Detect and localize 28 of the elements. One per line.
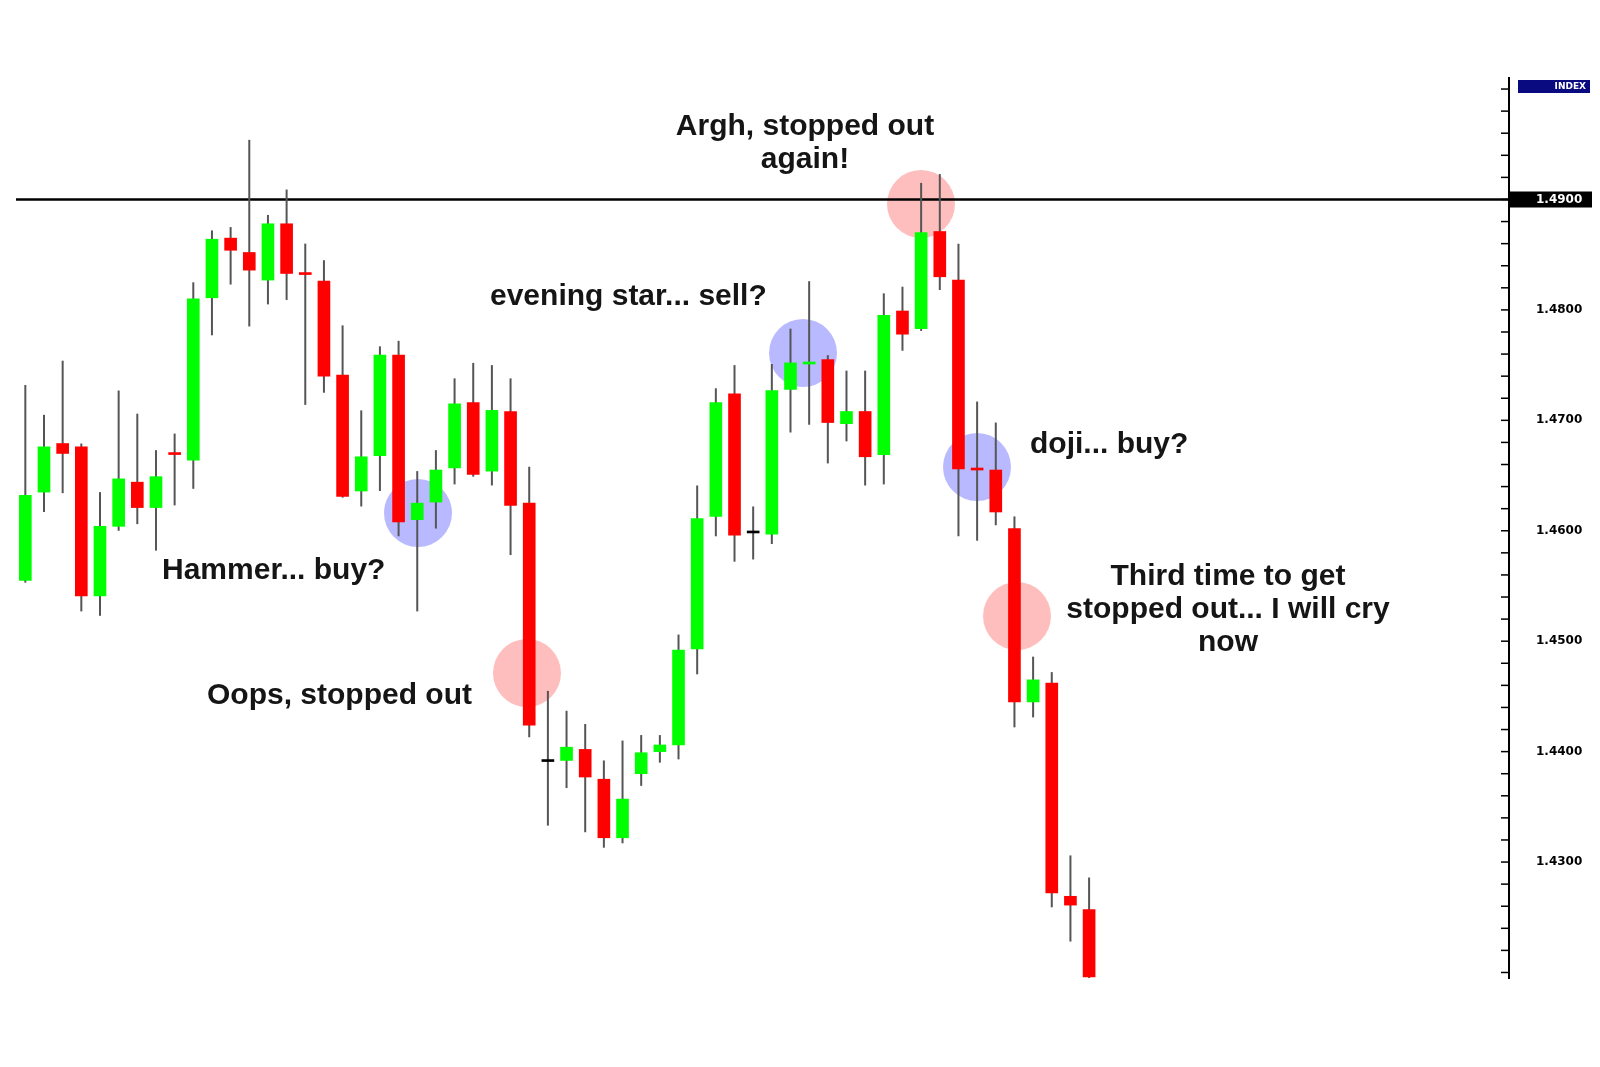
y-tick-label: 1.4400 — [1536, 743, 1583, 758]
candlestick — [410, 470, 424, 613]
annotation: doji... buy? — [1030, 426, 1189, 459]
candlestick — [168, 432, 181, 507]
y-tick-label: 1.4300 — [1536, 854, 1583, 869]
annotation: Third time to get stopped out... I will cry now — [1065, 558, 1391, 657]
candlestick — [840, 369, 853, 443]
y-tick-label: 1.4500 — [1536, 633, 1583, 648]
annotation: evening star... sell? — [490, 278, 767, 311]
y-tick-label: 1.4900 — [1536, 191, 1583, 206]
annotation: Argh, stopped out again! — [674, 108, 936, 174]
candlestick — [224, 226, 237, 286]
candlestick — [298, 242, 312, 406]
candlestick — [242, 138, 256, 328]
candlestick — [541, 689, 555, 827]
candlestick — [896, 285, 909, 352]
y-tick-label: 1.4600 — [1536, 522, 1583, 537]
annotation: Hammer... buy? — [162, 552, 386, 585]
candlestick — [653, 734, 667, 764]
annotation: Oops, stopped out — [207, 677, 472, 710]
candlestick — [1026, 655, 1040, 719]
candlestick — [560, 709, 573, 790]
candlestick — [1064, 854, 1077, 943]
candlestick — [56, 359, 69, 495]
y-tick-label: 1.4800 — [1536, 302, 1583, 317]
text: INDEX — [1518, 80, 1590, 93]
candlestick — [634, 734, 648, 787]
y-tick-label: 1.4700 — [1536, 412, 1583, 427]
